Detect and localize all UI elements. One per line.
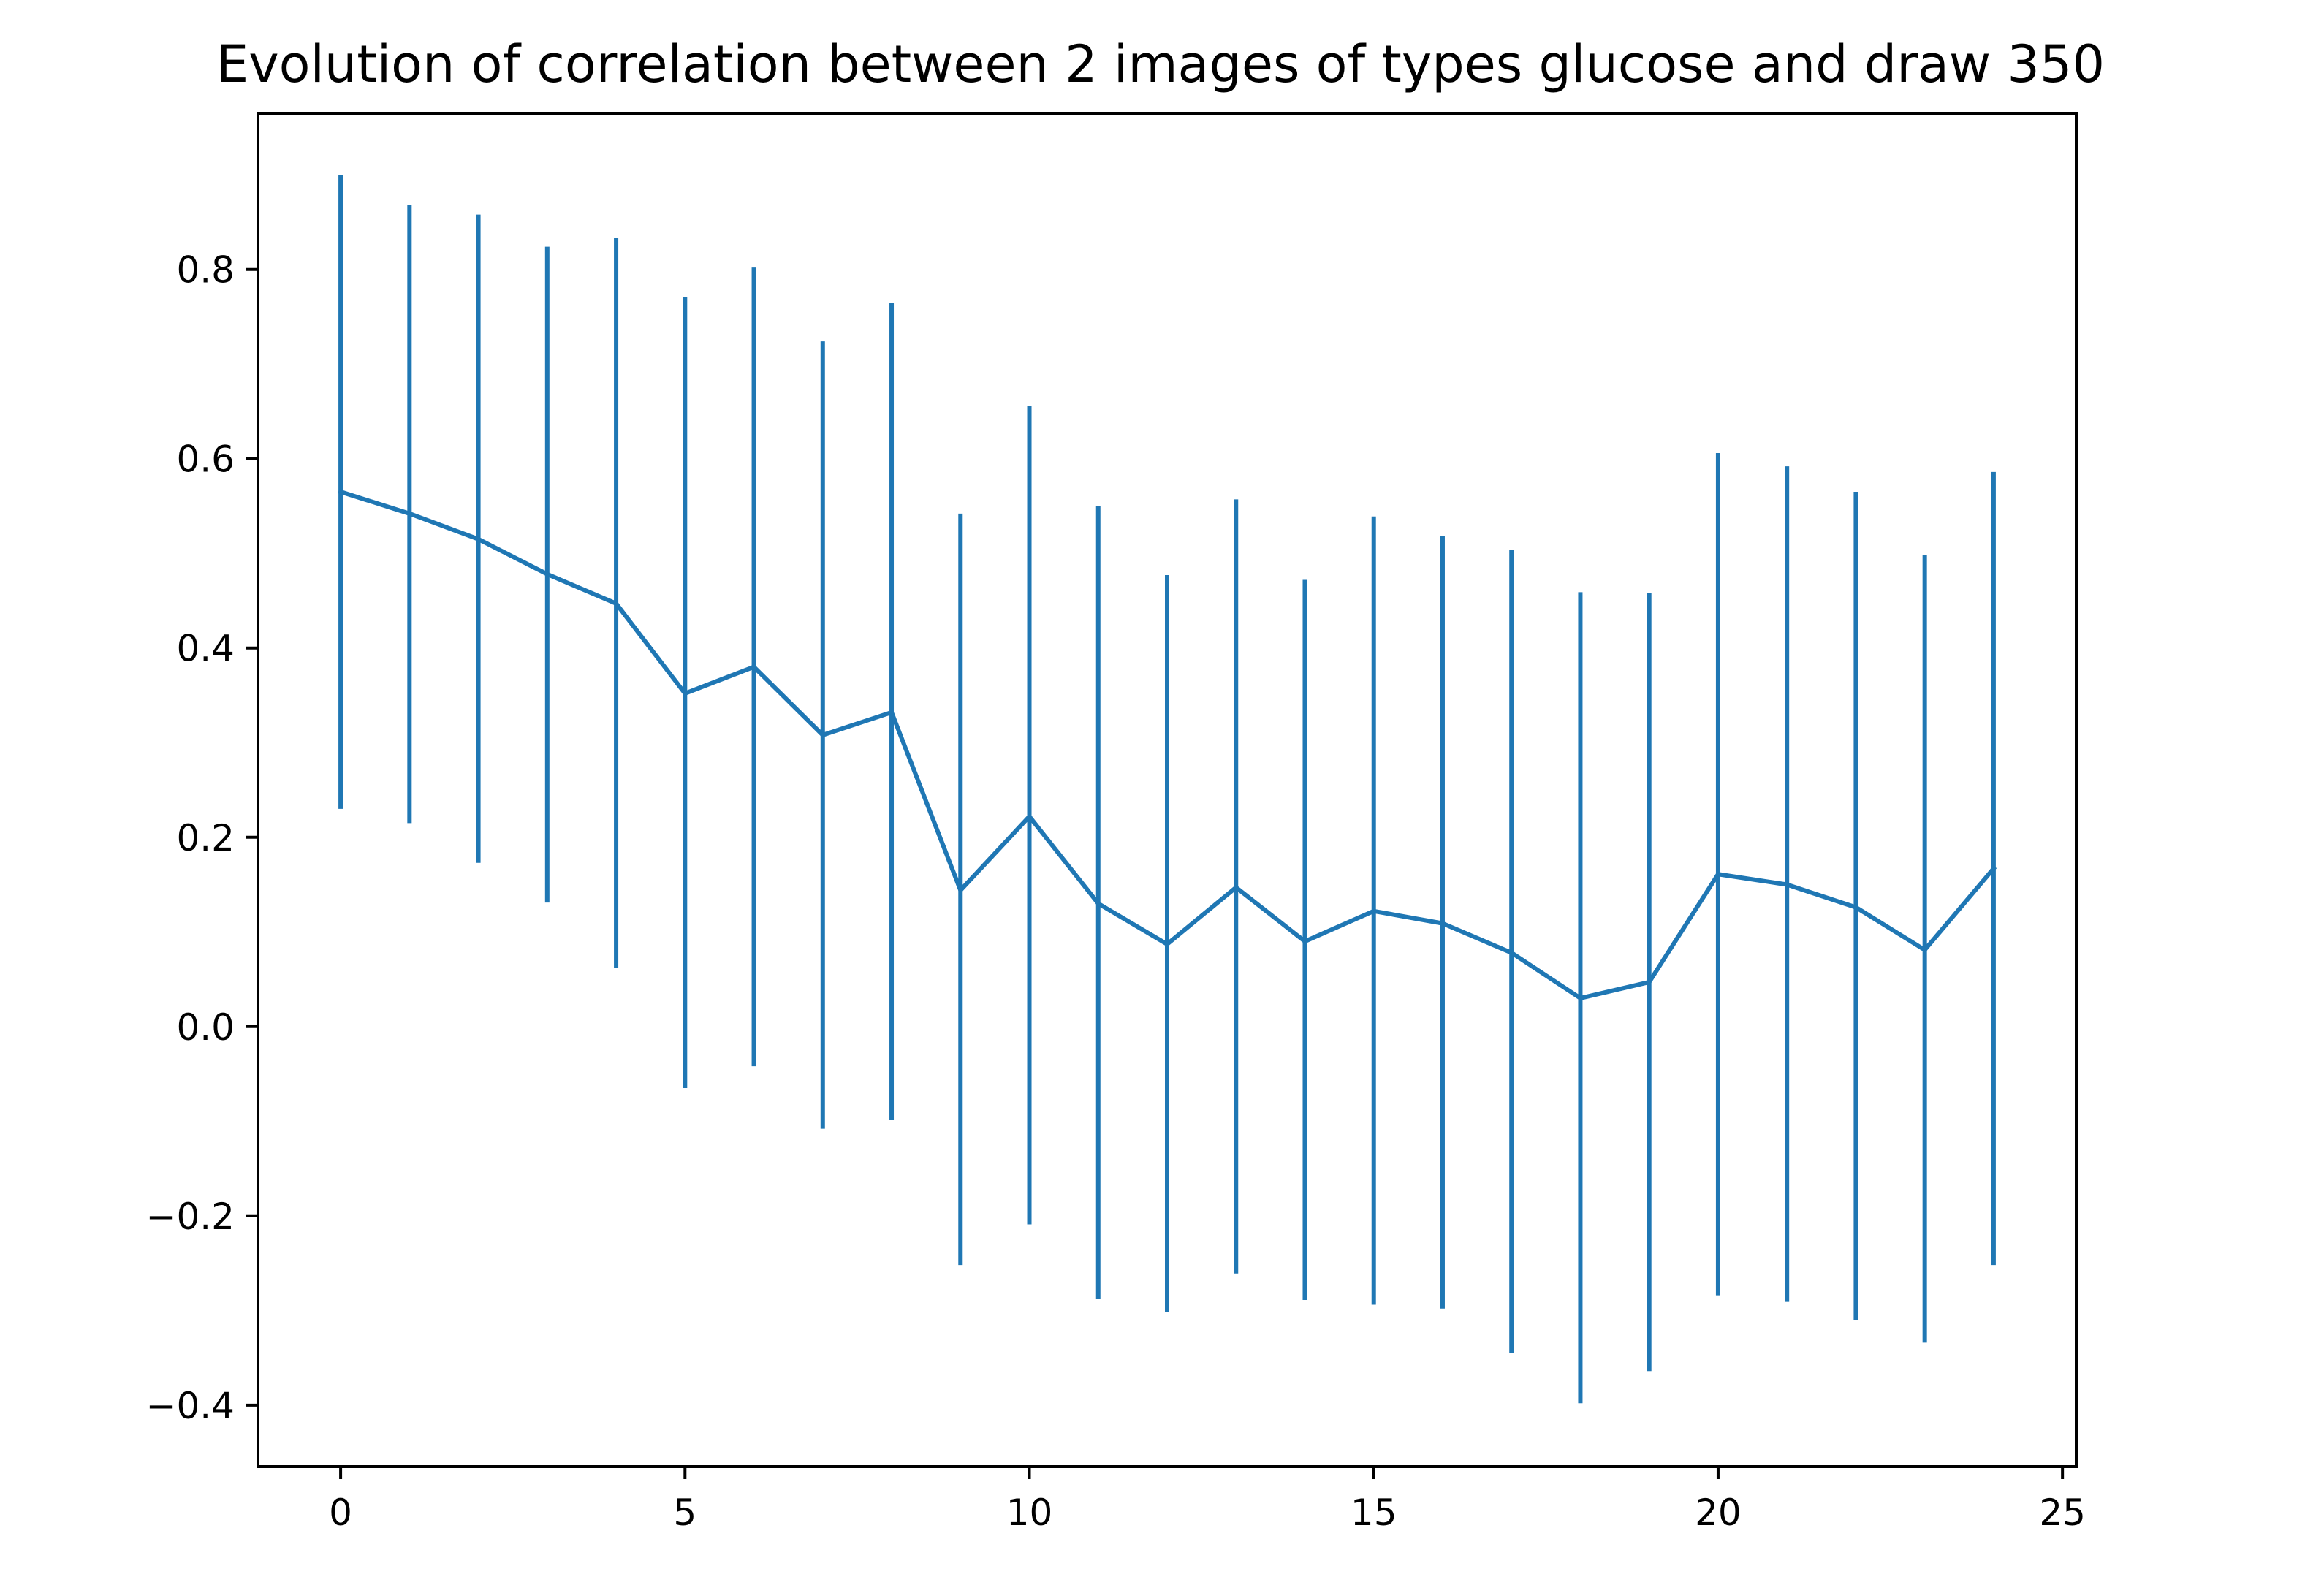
x-tick-label-15: 15 <box>1351 1491 1397 1534</box>
y-axis: −0.4 −0.2 0.0 0.2 0.4 0.6 0.8 <box>146 249 258 1427</box>
y-tick-label-0.8: 0.8 <box>176 249 235 292</box>
series-lines <box>338 489 1997 1000</box>
y-tick-label-0.2: 0.2 <box>176 817 235 859</box>
series-line-0 <box>338 489 1997 1000</box>
y-tick-label-0.6: 0.6 <box>176 438 235 481</box>
plot-frame <box>257 112 2078 1468</box>
x-axis: 0 5 10 15 20 25 <box>329 1467 2086 1534</box>
x-tick-label-25: 25 <box>2039 1491 2086 1534</box>
x-tick-label-10: 10 <box>1006 1491 1053 1534</box>
chart-title: Evolution of correlation between 2 image… <box>216 34 2105 94</box>
y-tick-label-0: 0.0 <box>176 1006 235 1049</box>
x-tick-label-20: 20 <box>1695 1491 1742 1534</box>
y-tick-label-0.4: 0.4 <box>176 628 235 670</box>
y-tick-label--0.2: −0.2 <box>146 1196 235 1238</box>
x-tick-label-0: 0 <box>329 1491 352 1534</box>
y-tick-label--0.4: −0.4 <box>146 1385 235 1427</box>
x-tick-label-5: 5 <box>673 1491 696 1534</box>
